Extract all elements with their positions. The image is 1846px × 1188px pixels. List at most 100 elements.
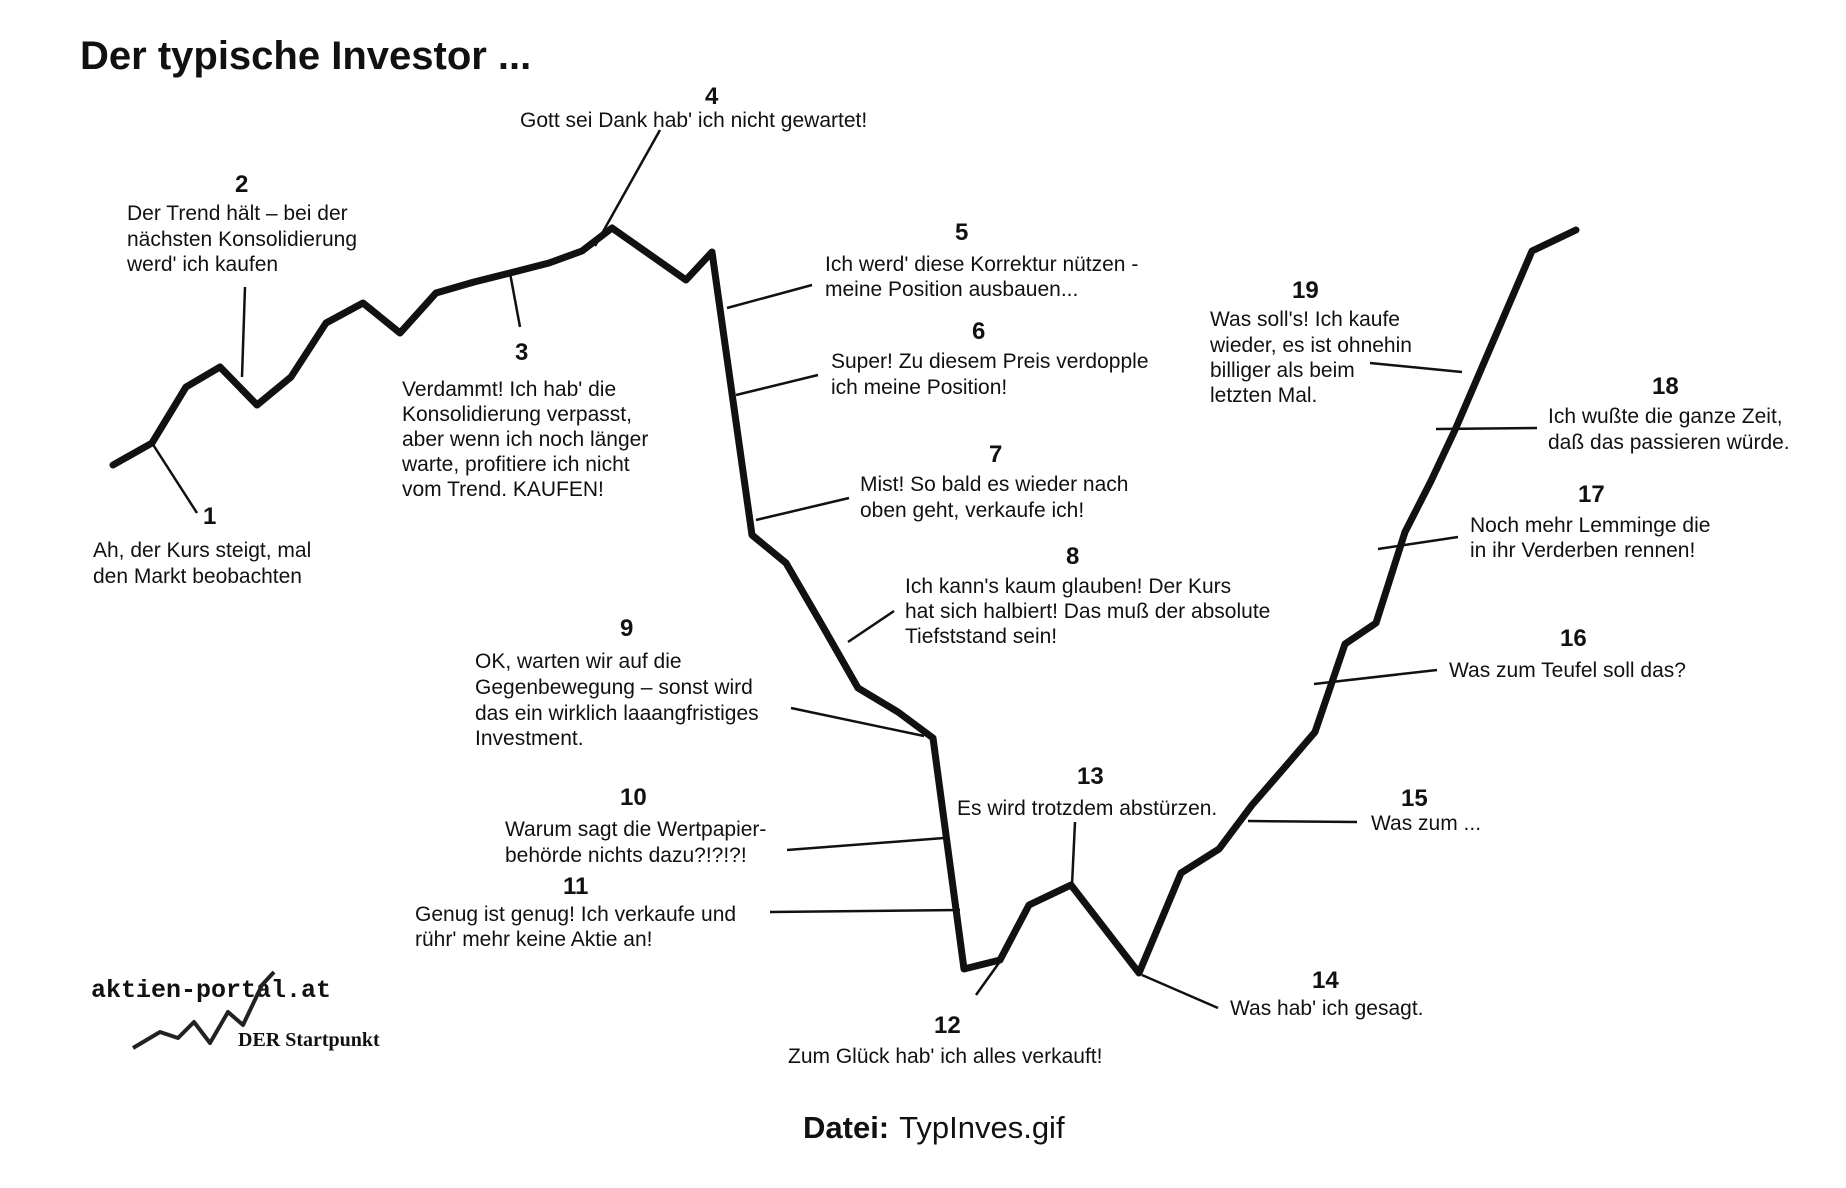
annotation-2: 2 Der Trend hält – bei der nächsten Kons… — [126, 171, 357, 276]
annotation-text: Investment. — [475, 727, 584, 750]
logo-chart-icon — [131, 970, 276, 1050]
annotation-3: 3 Verdammt! Ich hab' die Konsolidierung … — [401, 339, 648, 501]
leader-line-14 — [1141, 973, 1219, 1010]
logo-tagline: DER Startpunkt — [238, 1029, 380, 1051]
annotation-number: 8 — [1066, 543, 1079, 570]
leader-line-5 — [726, 283, 813, 310]
leader-line-1 — [150, 442, 199, 514]
leader-line-16 — [1313, 668, 1438, 686]
annotation-text: werd' ich kaufen — [126, 253, 278, 276]
annotation-text: Was soll's! Ich kaufe — [1210, 308, 1400, 331]
annotation-6: 6 Super! Zu diesem Preis verdopple ich m… — [831, 318, 1149, 399]
leader-line-12 — [974, 959, 1003, 996]
annotation-text: Mist! So bald es wieder nach — [860, 473, 1128, 496]
annotation-9: 9 OK, warten wir auf die Gegenbewegung –… — [475, 615, 759, 750]
annotation-text: OK, warten wir auf die — [475, 650, 682, 673]
logo: aktien-portal.at DER Startpunkt — [91, 970, 380, 1051]
annotation-text: Der Trend hält – bei der — [127, 202, 348, 225]
annotation-number: 18 — [1652, 373, 1679, 400]
annotation-text: hat sich halbiert! Das muß der absolute — [905, 600, 1270, 623]
annotation-text: Gegenbewegung – sonst wird — [475, 676, 753, 699]
annotation-number: 12 — [934, 1012, 961, 1039]
annotation-13: 13 Es wird trotzdem abstürzen. — [957, 763, 1217, 820]
footer: Datei: TypInves.gif — [803, 1110, 1065, 1145]
annotation-10: 10 Warum sagt die Wertpapier- behörde ni… — [505, 784, 766, 867]
annotation-text: daß das passieren würde. — [1548, 431, 1790, 454]
annotation-text: Was zum ... — [1371, 812, 1481, 835]
annotation-text: Gott sei Dank hab' ich nicht gewartet! — [520, 109, 867, 132]
annotation-text: Warum sagt die Wertpapier- — [505, 818, 766, 841]
annotation-number: 3 — [515, 339, 528, 366]
leader-line-17 — [1377, 535, 1459, 551]
annotation-text: aber wenn ich noch länger — [402, 428, 648, 451]
annotation-text: Tiefststand sein! — [905, 625, 1057, 648]
page-title: Der typische Investor ... — [80, 34, 531, 78]
leader-lines — [150, 129, 1538, 1010]
annotation-text: Ah, der Kurs steigt, mal — [93, 539, 311, 562]
annotation-16: 16 Was zum Teufel soll das? — [1449, 625, 1686, 682]
leader-line-13 — [1070, 821, 1077, 886]
leader-line-6 — [735, 373, 819, 397]
annotation-14: 14 Was hab' ich gesagt. — [1230, 967, 1424, 1020]
annotation-number: 15 — [1401, 785, 1428, 812]
annotation-text: warte, profitiere ich nicht — [401, 453, 630, 476]
annotation-text: Verdammt! Ich hab' die — [402, 378, 616, 401]
annotation-text: oben geht, verkaufe ich! — [860, 499, 1084, 522]
annotation-4: 4 Gott sei Dank hab' ich nicht gewartet! — [520, 83, 867, 132]
leader-line-10 — [786, 836, 945, 852]
annotation-number: 1 — [203, 503, 216, 530]
annotation-number: 14 — [1312, 967, 1339, 994]
annotation-text: Genug ist genug! Ich verkaufe und — [415, 903, 736, 926]
leader-line-2 — [240, 286, 247, 378]
leader-line-19 — [1369, 361, 1463, 374]
annotation-text: letzten Mal. — [1210, 384, 1317, 407]
annotation-text: Ich wußte die ganze Zeit, — [1548, 405, 1783, 428]
annotation-text: billiger als beim — [1210, 359, 1355, 382]
annotation-number: 2 — [235, 171, 248, 198]
annotation-number: 10 — [620, 784, 647, 811]
footer-label: Datei: — [803, 1110, 889, 1145]
price-curve — [109, 224, 1580, 977]
annotation-8: 8 Ich kann's kaum glauben! Der Kurs hat … — [905, 543, 1270, 648]
annotation-text: das ein wirklich laaangfristiges — [475, 702, 759, 725]
annotation-text: Noch mehr Lemminge die — [1470, 514, 1710, 537]
annotation-text: wieder, es ist ohnehin — [1209, 334, 1412, 357]
annotation-text: in ihr Verderben rennen! — [1470, 539, 1695, 562]
annotation-19: 19 Was soll's! Ich kaufe wieder, es ist … — [1209, 277, 1412, 407]
annotation-11: 11 Genug ist genug! Ich verkaufe und rüh… — [415, 873, 736, 951]
leader-line-8 — [847, 609, 895, 644]
annotation-number: 17 — [1578, 481, 1605, 508]
logo-name: aktien-portal.at — [91, 976, 331, 1005]
annotation-17: 17 Noch mehr Lemminge die in ihr Verderb… — [1470, 481, 1710, 562]
annotation-text: meine Position ausbauen... — [825, 278, 1078, 301]
annotation-text: Es wird trotzdem abstürzen. — [957, 797, 1217, 820]
annotation-text: Ich werd' diese Korrektur nützen - — [825, 253, 1138, 276]
annotation-text: behörde nichts dazu?!?!?! — [505, 844, 747, 867]
leader-line-18 — [1435, 426, 1538, 431]
annotation-text: Konsolidierung verpasst, — [402, 403, 632, 426]
leader-line-4 — [593, 129, 662, 247]
footer-filename: TypInves.gif — [899, 1110, 1065, 1145]
leader-line-15 — [1247, 819, 1358, 824]
annotation-text: nächsten Konsolidierung — [127, 228, 357, 251]
annotation-15: 15 Was zum ... — [1371, 785, 1481, 835]
annotation-number: 19 — [1292, 277, 1319, 304]
annotation-5: 5 Ich werd' diese Korrektur nützen - mei… — [825, 219, 1138, 301]
annotation-text: den Markt beobachten — [93, 565, 302, 588]
annotation-text: vom Trend. KAUFEN! — [402, 478, 604, 501]
annotation-7: 7 Mist! So bald es wieder nach oben geht… — [860, 441, 1128, 522]
annotation-12: 12 Zum Glück hab' ich alles verkauft! — [788, 1012, 1102, 1068]
leader-line-11 — [769, 908, 961, 914]
footer-caption: Datei: TypInves.gif — [803, 1110, 1065, 1145]
annotation-number: 9 — [620, 615, 633, 642]
annotation-number: 6 — [972, 318, 985, 345]
leader-line-3 — [508, 272, 522, 328]
annotation-number: 4 — [705, 83, 719, 110]
annotation-text: Was hab' ich gesagt. — [1230, 997, 1424, 1020]
annotation-text: Was zum Teufel soll das? — [1449, 659, 1686, 682]
annotation-number: 16 — [1560, 625, 1587, 652]
annotation-number: 13 — [1077, 763, 1104, 790]
annotation-text: Ich kann's kaum glauben! Der Kurs — [905, 575, 1231, 598]
annotation-number: 11 — [563, 873, 588, 900]
